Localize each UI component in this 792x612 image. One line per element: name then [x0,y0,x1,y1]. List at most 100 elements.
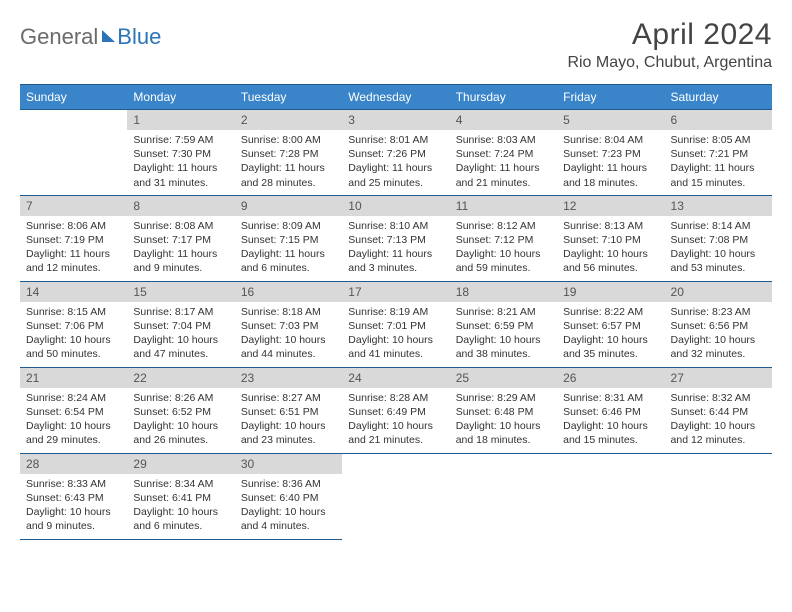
day-number: 5 [557,110,664,130]
empty-cell [557,454,664,540]
day-info: Sunrise: 8:21 AMSunset: 6:59 PMDaylight:… [450,302,557,366]
day-number: 15 [127,282,234,302]
day-cell: 25Sunrise: 8:29 AMSunset: 6:48 PMDayligh… [450,368,557,454]
calendar-cell: 2Sunrise: 8:00 AMSunset: 7:28 PMDaylight… [235,110,342,196]
day-info: Sunrise: 8:05 AMSunset: 7:21 PMDaylight:… [665,130,772,194]
day-info: Sunrise: 8:34 AMSunset: 6:41 PMDaylight:… [127,474,234,538]
day-number: 9 [235,196,342,216]
day-cell: 18Sunrise: 8:21 AMSunset: 6:59 PMDayligh… [450,282,557,368]
weekday-header: Wednesday [342,85,449,110]
day-cell: 29Sunrise: 8:34 AMSunset: 6:41 PMDayligh… [127,454,234,540]
day-number: 1 [127,110,234,130]
day-number: 26 [557,368,664,388]
calendar-cell: 10Sunrise: 8:10 AMSunset: 7:13 PMDayligh… [342,196,449,282]
day-info: Sunrise: 8:03 AMSunset: 7:24 PMDaylight:… [450,130,557,194]
weekday-header: Saturday [665,85,772,110]
header: General Blue April 2024 Rio Mayo, Chubut… [20,18,772,72]
calendar-row: 28Sunrise: 8:33 AMSunset: 6:43 PMDayligh… [20,454,772,540]
day-number: 20 [665,282,772,302]
empty-cell [450,454,557,540]
day-info: Sunrise: 8:27 AMSunset: 6:51 PMDaylight:… [235,388,342,452]
day-number: 16 [235,282,342,302]
day-info: Sunrise: 8:24 AMSunset: 6:54 PMDaylight:… [20,388,127,452]
brand-sail-icon [100,30,115,44]
day-info: Sunrise: 8:00 AMSunset: 7:28 PMDaylight:… [235,130,342,194]
day-cell: 10Sunrise: 8:10 AMSunset: 7:13 PMDayligh… [342,196,449,282]
calendar-table: SundayMondayTuesdayWednesdayThursdayFrid… [20,84,772,540]
weekday-header: Sunday [20,85,127,110]
day-cell: 22Sunrise: 8:26 AMSunset: 6:52 PMDayligh… [127,368,234,454]
brand-logo: General Blue [20,18,161,50]
day-cell: 9Sunrise: 8:09 AMSunset: 7:15 PMDaylight… [235,196,342,282]
day-info: Sunrise: 8:33 AMSunset: 6:43 PMDaylight:… [20,474,127,538]
weekday-header: Monday [127,85,234,110]
day-info: Sunrise: 8:23 AMSunset: 6:56 PMDaylight:… [665,302,772,366]
calendar-cell: 8Sunrise: 8:08 AMSunset: 7:17 PMDaylight… [127,196,234,282]
day-info: Sunrise: 8:29 AMSunset: 6:48 PMDaylight:… [450,388,557,452]
day-cell: 2Sunrise: 8:00 AMSunset: 7:28 PMDaylight… [235,110,342,196]
day-cell: 6Sunrise: 8:05 AMSunset: 7:21 PMDaylight… [665,110,772,196]
calendar-cell [450,454,557,540]
calendar-cell: 9Sunrise: 8:09 AMSunset: 7:15 PMDaylight… [235,196,342,282]
day-number: 10 [342,196,449,216]
day-cell: 20Sunrise: 8:23 AMSunset: 6:56 PMDayligh… [665,282,772,368]
calendar-body: 1Sunrise: 7:59 AMSunset: 7:30 PMDaylight… [20,110,772,540]
calendar-cell: 6Sunrise: 8:05 AMSunset: 7:21 PMDaylight… [665,110,772,196]
day-info: Sunrise: 8:22 AMSunset: 6:57 PMDaylight:… [557,302,664,366]
day-info: Sunrise: 8:18 AMSunset: 7:03 PMDaylight:… [235,302,342,366]
calendar-cell: 7Sunrise: 8:06 AMSunset: 7:19 PMDaylight… [20,196,127,282]
calendar-row: 1Sunrise: 7:59 AMSunset: 7:30 PMDaylight… [20,110,772,196]
calendar-cell: 24Sunrise: 8:28 AMSunset: 6:49 PMDayligh… [342,368,449,454]
day-info: Sunrise: 8:14 AMSunset: 7:08 PMDaylight:… [665,216,772,280]
day-info: Sunrise: 8:17 AMSunset: 7:04 PMDaylight:… [127,302,234,366]
calendar-cell: 23Sunrise: 8:27 AMSunset: 6:51 PMDayligh… [235,368,342,454]
day-info: Sunrise: 7:59 AMSunset: 7:30 PMDaylight:… [127,130,234,194]
day-number: 3 [342,110,449,130]
day-number: 8 [127,196,234,216]
calendar-cell: 27Sunrise: 8:32 AMSunset: 6:44 PMDayligh… [665,368,772,454]
day-number: 19 [557,282,664,302]
calendar-cell: 3Sunrise: 8:01 AMSunset: 7:26 PMDaylight… [342,110,449,196]
day-number: 14 [20,282,127,302]
day-cell: 19Sunrise: 8:22 AMSunset: 6:57 PMDayligh… [557,282,664,368]
calendar-cell: 17Sunrise: 8:19 AMSunset: 7:01 PMDayligh… [342,282,449,368]
day-cell: 28Sunrise: 8:33 AMSunset: 6:43 PMDayligh… [20,454,127,540]
calendar-cell: 13Sunrise: 8:14 AMSunset: 7:08 PMDayligh… [665,196,772,282]
calendar-cell: 15Sunrise: 8:17 AMSunset: 7:04 PMDayligh… [127,282,234,368]
day-info: Sunrise: 8:06 AMSunset: 7:19 PMDaylight:… [20,216,127,280]
day-cell: 14Sunrise: 8:15 AMSunset: 7:06 PMDayligh… [20,282,127,368]
calendar-cell: 22Sunrise: 8:26 AMSunset: 6:52 PMDayligh… [127,368,234,454]
day-number: 7 [20,196,127,216]
weekday-header: Tuesday [235,85,342,110]
day-cell: 15Sunrise: 8:17 AMSunset: 7:04 PMDayligh… [127,282,234,368]
day-number: 18 [450,282,557,302]
day-cell: 1Sunrise: 7:59 AMSunset: 7:30 PMDaylight… [127,110,234,196]
brand-text-blue: Blue [117,24,161,50]
calendar-cell: 20Sunrise: 8:23 AMSunset: 6:56 PMDayligh… [665,282,772,368]
location-text: Rio Mayo, Chubut, Argentina [567,54,772,72]
day-info: Sunrise: 8:04 AMSunset: 7:23 PMDaylight:… [557,130,664,194]
empty-cell [20,110,127,196]
day-info: Sunrise: 8:28 AMSunset: 6:49 PMDaylight:… [342,388,449,452]
day-info: Sunrise: 8:09 AMSunset: 7:15 PMDaylight:… [235,216,342,280]
calendar-cell [665,454,772,540]
calendar-cell: 18Sunrise: 8:21 AMSunset: 6:59 PMDayligh… [450,282,557,368]
calendar-cell: 21Sunrise: 8:24 AMSunset: 6:54 PMDayligh… [20,368,127,454]
month-title: April 2024 [567,18,772,52]
day-number: 27 [665,368,772,388]
calendar-cell: 19Sunrise: 8:22 AMSunset: 6:57 PMDayligh… [557,282,664,368]
calendar-cell: 28Sunrise: 8:33 AMSunset: 6:43 PMDayligh… [20,454,127,540]
day-number: 11 [450,196,557,216]
day-cell: 27Sunrise: 8:32 AMSunset: 6:44 PMDayligh… [665,368,772,454]
calendar-row: 7Sunrise: 8:06 AMSunset: 7:19 PMDaylight… [20,196,772,282]
calendar-cell [20,110,127,196]
day-number: 12 [557,196,664,216]
day-cell: 23Sunrise: 8:27 AMSunset: 6:51 PMDayligh… [235,368,342,454]
empty-cell [665,454,772,540]
day-number: 6 [665,110,772,130]
day-cell: 11Sunrise: 8:12 AMSunset: 7:12 PMDayligh… [450,196,557,282]
day-info: Sunrise: 8:01 AMSunset: 7:26 PMDaylight:… [342,130,449,194]
weekday-header: Thursday [450,85,557,110]
day-number: 4 [450,110,557,130]
calendar-cell: 29Sunrise: 8:34 AMSunset: 6:41 PMDayligh… [127,454,234,540]
